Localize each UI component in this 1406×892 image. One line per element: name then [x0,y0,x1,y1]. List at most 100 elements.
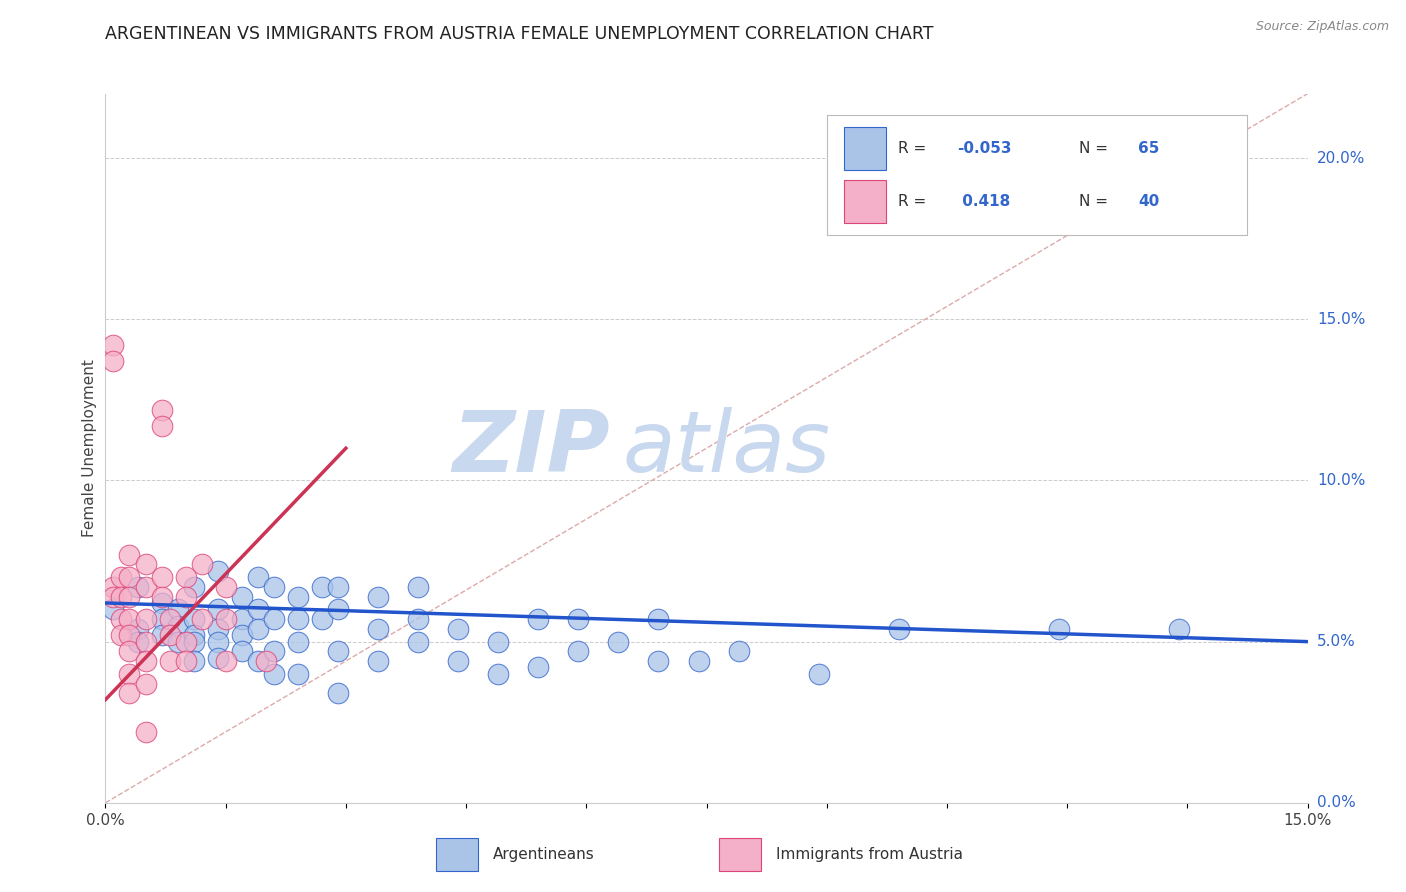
Bar [718,838,761,871]
Text: Argentineans: Argentineans [494,847,595,862]
Point [688,654,710,668]
Point [406,612,429,626]
Point [231,644,253,658]
Point [183,580,205,594]
Point [246,622,269,636]
Text: 0.0%: 0.0% [1317,796,1355,810]
Point [263,580,285,594]
Point [527,612,550,626]
Point [207,564,229,578]
Point [135,612,157,626]
Point [406,580,429,594]
Point [263,612,285,626]
Point [311,612,333,626]
Point [214,580,236,594]
Point [263,666,285,681]
Point [118,644,141,658]
Point [1047,622,1070,636]
Y-axis label: Female Unemployment: Female Unemployment [82,359,97,537]
Point [231,612,253,626]
Point [326,644,349,658]
Point [135,580,157,594]
Point [647,654,669,668]
Point [207,622,229,636]
Point [118,548,141,562]
Point [159,654,181,668]
Text: -0.053: -0.053 [957,141,1012,156]
Point [263,644,285,658]
Text: Immigrants from Austria: Immigrants from Austria [776,847,963,862]
Point [166,634,188,648]
Point [486,666,509,681]
Point [311,580,333,594]
Point [207,650,229,665]
Point [150,418,173,433]
Point [150,570,173,584]
Point [326,602,349,616]
Point [190,612,212,626]
Point [287,634,309,648]
Point [103,354,125,368]
Point [326,686,349,700]
Point [1168,622,1191,636]
Point [183,628,205,642]
Point [246,602,269,616]
Point [135,676,157,690]
Point [103,580,125,594]
Text: ZIP: ZIP [453,407,610,490]
Point [567,612,589,626]
Text: N =: N = [1080,141,1114,156]
Text: 5.0%: 5.0% [1317,634,1355,649]
Point [287,666,309,681]
Point [326,580,349,594]
Point [183,654,205,668]
Point [231,590,253,604]
Point [231,628,253,642]
Point [183,612,205,626]
Text: 0.418: 0.418 [957,194,1011,210]
Bar [436,838,478,871]
Point [246,654,269,668]
Point [103,590,125,604]
Point [135,558,157,572]
Point [447,654,470,668]
Text: atlas: atlas [623,407,831,490]
Text: 65: 65 [1137,141,1160,156]
Text: N =: N = [1080,194,1114,210]
Point [110,628,132,642]
Point [607,634,630,648]
Point [174,570,197,584]
Point [807,666,830,681]
Point [287,612,309,626]
Point [150,590,173,604]
Text: 10.0%: 10.0% [1317,473,1365,488]
Point [367,654,389,668]
Point [159,612,181,626]
Point [367,590,389,604]
Point [118,612,141,626]
Point [367,622,389,636]
Point [118,628,141,642]
Point [135,634,157,648]
Point [103,602,125,616]
Text: R =: R = [898,194,931,210]
Point [287,590,309,604]
Point [406,634,429,648]
Point [174,634,197,648]
Point [190,558,212,572]
Text: R =: R = [898,141,931,156]
Point [567,644,589,658]
Point [127,634,149,648]
Point [103,338,125,352]
Point [174,654,197,668]
Bar [844,180,886,223]
Point [118,570,141,584]
Point [246,570,269,584]
Point [214,654,236,668]
Point [110,612,132,626]
Text: 20.0%: 20.0% [1317,151,1365,166]
Point [727,644,749,658]
Point [118,666,141,681]
Point [135,654,157,668]
Point [110,570,132,584]
